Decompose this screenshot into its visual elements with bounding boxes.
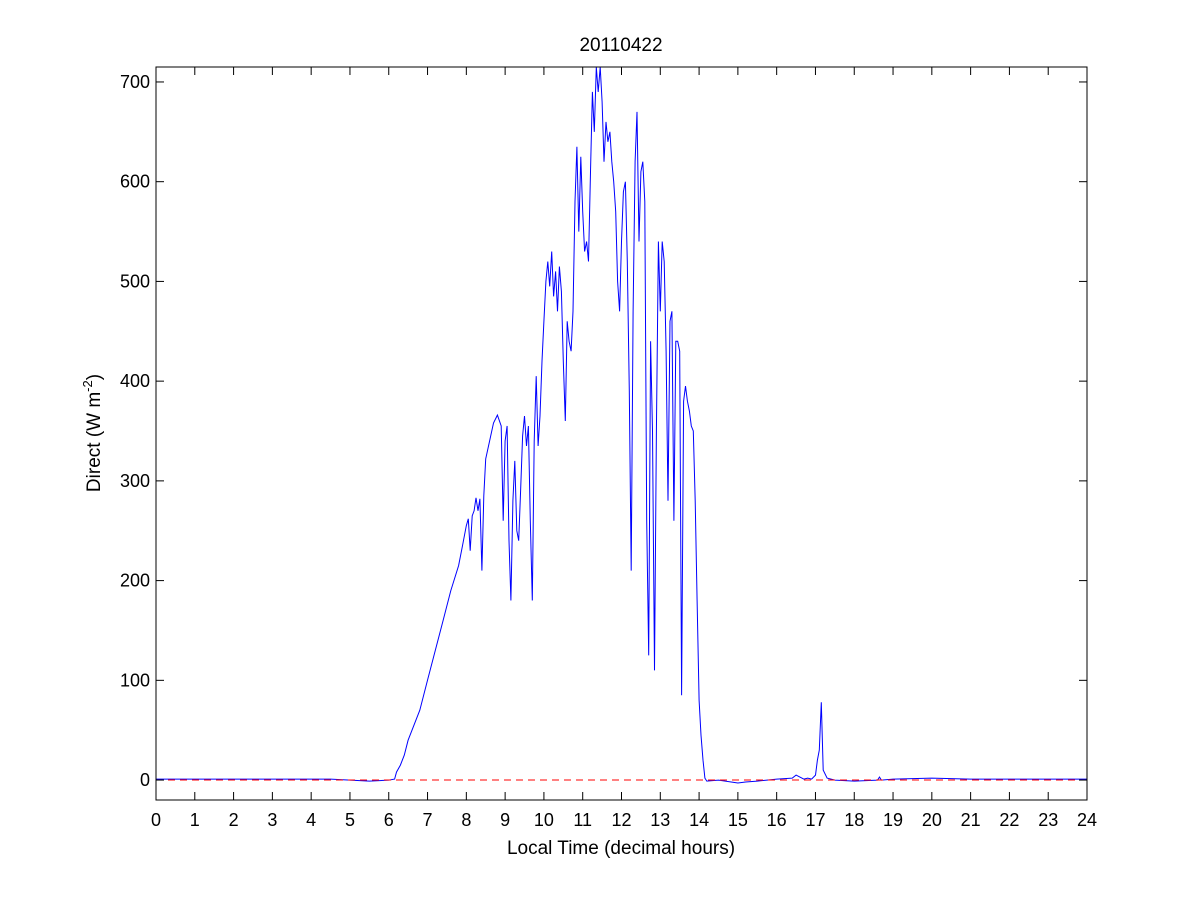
series-line	[156, 66, 1087, 784]
y-tick-label: 500	[120, 271, 150, 291]
x-tick-label: 9	[500, 810, 510, 830]
x-tick-label: 24	[1077, 810, 1097, 830]
x-tick-label: 14	[689, 810, 709, 830]
x-tick-label: 8	[461, 810, 471, 830]
x-tick-label: 6	[384, 810, 394, 830]
x-tick-label: 21	[961, 810, 981, 830]
y-tick-label: 200	[120, 571, 150, 591]
x-tick-label: 2	[229, 810, 239, 830]
plot-area	[156, 66, 1087, 784]
x-tick-label: 11	[573, 810, 592, 830]
y-axis-label-close: )	[84, 374, 105, 380]
y-axis-label: Direct (W m-2)	[80, 374, 105, 492]
x-tick-label: 12	[611, 810, 631, 830]
y-tick-label: 100	[120, 670, 150, 690]
x-tick-label: 16	[767, 810, 787, 830]
axis-ticks: 0 1 2 3 4 5 6 7 8 9 10 11 12 13 14 15 16 17 18 19 20 21 22 23 24…	[120, 67, 1097, 830]
x-tick-label: 1	[190, 810, 200, 830]
x-tick-label: 4	[306, 810, 316, 830]
y-tick-label: 0	[140, 770, 150, 790]
y-tick-label: 700	[120, 72, 150, 92]
x-tick-label: 0	[151, 810, 161, 830]
x-tick-label: 5	[345, 810, 355, 830]
x-tick-label: 3	[267, 810, 277, 830]
x-tick-label: 10	[534, 810, 554, 830]
x-tick-label: 18	[844, 810, 864, 830]
x-axis-label: Local Time (decimal hours)	[507, 838, 735, 859]
x-tick-label: 19	[883, 810, 903, 830]
y-axis-label-main: Direct (W m	[84, 392, 105, 492]
x-tick-label: 17	[805, 810, 825, 830]
chart-title: 20110422	[579, 35, 662, 56]
x-tick-label: 23	[1038, 810, 1058, 830]
y-tick-label: 400	[120, 371, 150, 391]
x-tick-label: 22	[999, 810, 1019, 830]
y-axis-label-sup: -2	[80, 380, 95, 392]
x-tick-label: 13	[650, 810, 670, 830]
y-tick-label: 600	[120, 172, 150, 192]
x-tick-label: 7	[423, 810, 433, 830]
y-tick-label: 300	[120, 471, 150, 491]
x-tick-label: 15	[728, 810, 748, 830]
x-tick-label: 20	[922, 810, 942, 830]
